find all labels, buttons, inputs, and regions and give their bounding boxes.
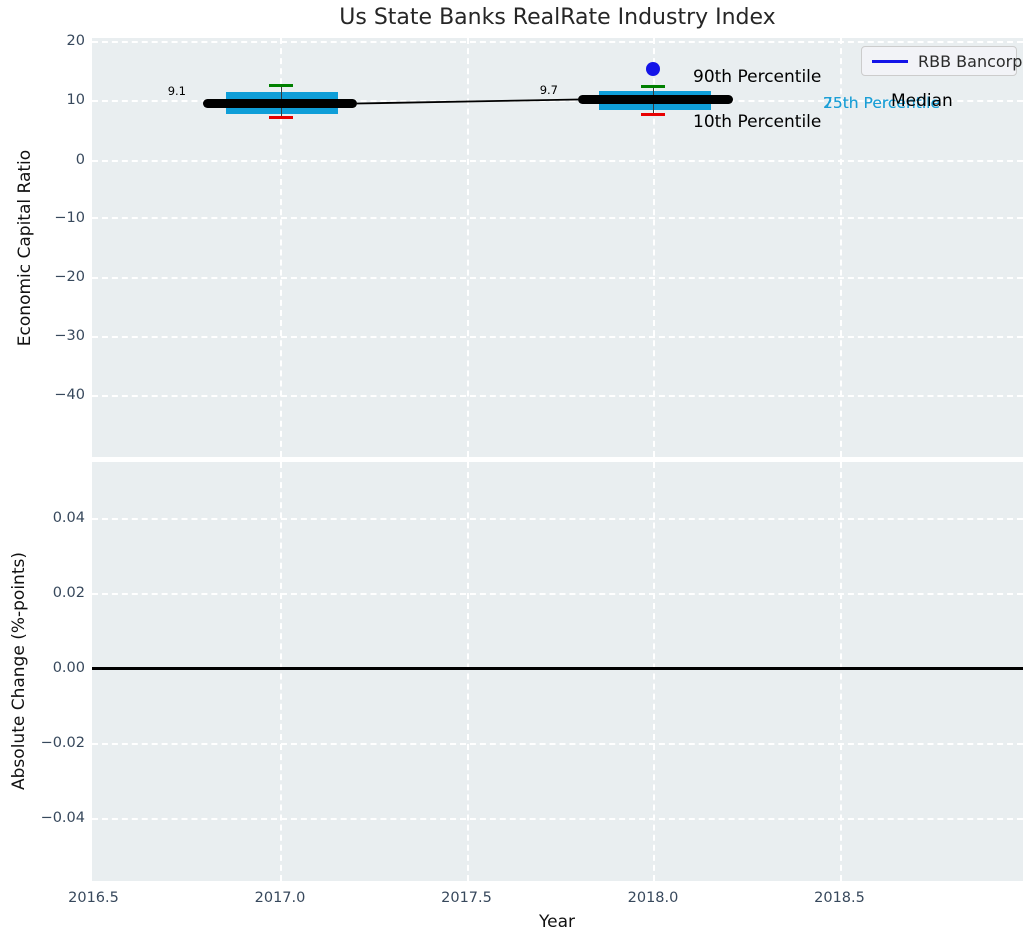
x-tick-label: 2017.5 [441, 890, 492, 906]
x-axis-label: Year [539, 912, 575, 932]
zero-line [92, 667, 1023, 670]
gridline-h [92, 743, 1023, 745]
y-axis-label-top: Economic Capital Ratio [15, 149, 35, 347]
gridline-v [280, 38, 282, 457]
legend-label: RBB Bancorp [918, 51, 1023, 71]
top-plot-area: 9.1 9.7 90th Percentile 10th Percentile … [92, 38, 1023, 457]
gridline-h [92, 41, 1023, 43]
legend-line-swatch [872, 59, 908, 63]
gridline-h [92, 518, 1023, 520]
p90-cap-2017 [269, 84, 293, 87]
y-tick-label: 0.00 [52, 660, 85, 676]
p10-annotation: 10th Percentile [693, 112, 822, 132]
p10-cap-2018 [641, 113, 665, 116]
gridline-h [92, 160, 1023, 162]
y-tick-label: −40 [54, 387, 85, 403]
p25-annotation: 25th Percentile [823, 94, 941, 112]
x-tick-label: 2016.5 [68, 890, 119, 906]
chart-title: Us State Banks RealRate Industry Index [339, 5, 776, 30]
y-tick-label: 0.02 [52, 585, 85, 601]
gridline-v [466, 38, 469, 457]
y-tick-label: 0 [75, 152, 85, 168]
y-tick-label: −20 [54, 269, 85, 285]
p90-annotation: 90th Percentile [693, 67, 822, 87]
y-tick-label: −10 [54, 210, 85, 226]
y-tick-label: −0.02 [40, 735, 85, 751]
y-tick-label: 10 [66, 92, 85, 108]
y-tick-label: −0.04 [40, 810, 85, 826]
gridline-v [466, 462, 469, 881]
median-value-2017: 9.1 [167, 84, 186, 98]
median-value-2018: 9.7 [539, 83, 558, 97]
y-tick-label: 0.04 [52, 510, 85, 526]
p90-cap-2018 [641, 85, 665, 88]
gridline-h [92, 593, 1023, 595]
p75-annotation: 75th Percentile [823, 94, 941, 112]
median-segment-2018 [578, 95, 733, 104]
median-annotation: Median [891, 91, 953, 111]
gridline-v [653, 38, 655, 457]
gridline-h [92, 818, 1023, 820]
x-tick-label: 2018.5 [814, 890, 865, 906]
gridline-v [839, 462, 842, 881]
y-axis-label-bottom: Absolute Change (%-points) [9, 552, 29, 790]
gridline-v [280, 462, 282, 881]
gridline-h [92, 336, 1023, 338]
x-tick-label: 2017.0 [254, 890, 306, 906]
gridline-h [92, 217, 1023, 219]
gridline-h [92, 277, 1023, 279]
median-segment-2017 [203, 99, 357, 108]
x-tick-label: 2018.0 [627, 890, 679, 906]
gridline-v [653, 462, 655, 881]
rbb-bancorp-point [646, 62, 660, 76]
gridline-h [92, 395, 1023, 397]
y-tick-label: 20 [66, 33, 85, 49]
legend: RBB Bancorp [861, 46, 1022, 76]
y-tick-label: −30 [54, 328, 85, 344]
gridline-v [839, 38, 842, 457]
bottom-plot-area [92, 462, 1023, 881]
p10-cap-2017 [269, 116, 293, 119]
